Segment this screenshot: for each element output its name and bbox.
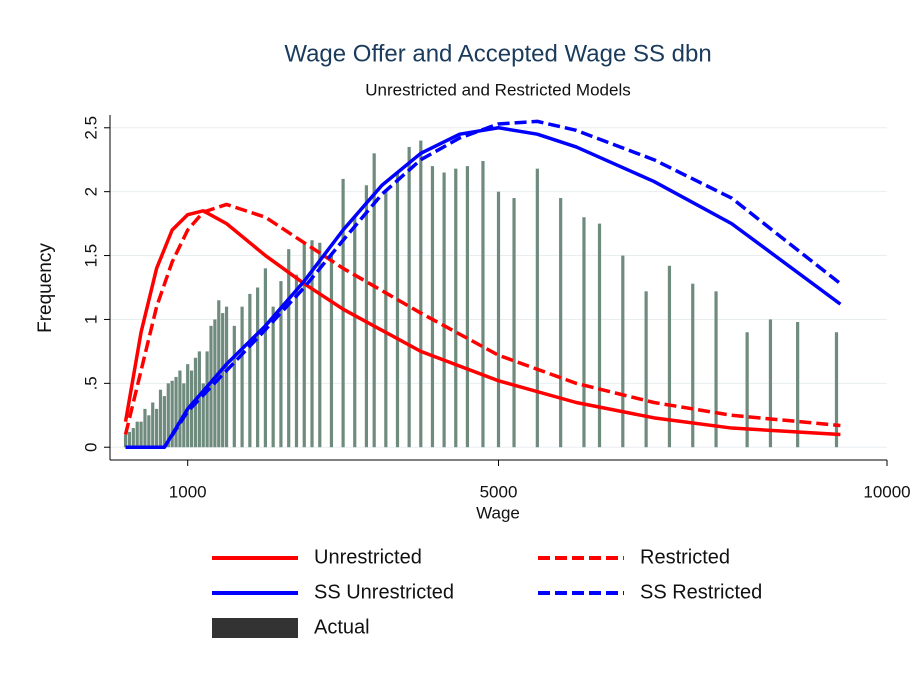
bar <box>232 325 236 448</box>
bar <box>302 242 306 448</box>
x-tick-label: 5000 <box>480 482 518 501</box>
bar <box>147 415 151 448</box>
bar <box>353 217 357 448</box>
bar <box>644 291 648 448</box>
bar <box>279 281 283 448</box>
bar <box>329 255 334 448</box>
bar <box>294 274 299 448</box>
line-series <box>125 126 842 449</box>
bar <box>205 351 209 448</box>
bar <box>582 217 586 448</box>
bar <box>158 389 163 448</box>
bar <box>162 396 166 448</box>
bar <box>155 408 159 448</box>
bar <box>310 240 314 448</box>
bar <box>341 178 345 448</box>
bar <box>768 319 773 448</box>
y-tick-label: 0 <box>81 442 100 451</box>
bar <box>691 283 695 448</box>
legend-swatch <box>212 618 298 638</box>
bar <box>395 172 400 448</box>
legend-label: Restricted <box>640 546 730 568</box>
bar <box>407 146 411 448</box>
y-tick-label: 2 <box>81 187 100 196</box>
bar <box>318 242 322 448</box>
x-tick-label: 1000 <box>169 482 207 501</box>
y-tick-label: 1 <box>81 315 100 324</box>
bar <box>667 265 672 448</box>
y-tick-label: 1.5 <box>81 244 100 268</box>
chart-subtitle: Unrestricted and Restricted Models <box>365 80 631 99</box>
bar <box>430 166 435 448</box>
bar <box>131 428 135 448</box>
bar <box>263 268 267 448</box>
bar <box>151 402 155 448</box>
y-tick-label: 2.5 <box>81 116 100 140</box>
y-axis-label: Frequency <box>35 243 56 333</box>
bar <box>496 191 501 448</box>
legend-label: Actual <box>314 616 370 638</box>
chart-title: Wage Offer and Accepted Wage SS dbn <box>284 40 711 67</box>
bar <box>174 376 178 448</box>
bar <box>166 383 170 448</box>
bar <box>143 408 147 448</box>
bar <box>559 198 563 448</box>
bar <box>481 161 485 448</box>
bar <box>123 434 128 448</box>
y-tick-label: .5 <box>81 376 100 390</box>
x-axis-label: Wage <box>476 503 520 522</box>
legend-label: Unrestricted <box>314 546 422 568</box>
bar <box>372 153 376 448</box>
line-series <box>123 202 841 435</box>
line-series <box>123 209 841 437</box>
bar <box>197 351 201 448</box>
bar <box>201 383 205 448</box>
bar <box>621 255 625 448</box>
bar <box>209 325 213 448</box>
bar <box>135 421 139 448</box>
bar <box>834 332 839 448</box>
bar <box>248 293 252 448</box>
bar <box>597 223 602 448</box>
bar <box>186 364 190 448</box>
bar <box>714 291 718 448</box>
legend-label: SS Restricted <box>640 581 762 603</box>
bar <box>256 287 260 448</box>
bar <box>419 140 423 448</box>
bar <box>512 198 516 448</box>
bar <box>465 166 470 448</box>
bar <box>442 172 446 448</box>
x-tick-label: 10000 <box>863 482 910 501</box>
bar <box>178 370 182 448</box>
bar <box>796 322 800 448</box>
bar <box>271 306 275 448</box>
bar <box>535 168 539 448</box>
line-series <box>125 119 842 449</box>
bar <box>224 306 229 448</box>
bar <box>221 313 225 448</box>
bar <box>170 380 174 448</box>
bar <box>745 332 749 448</box>
bar <box>287 249 291 448</box>
bar <box>384 191 388 448</box>
bar <box>240 306 244 448</box>
bar <box>364 185 369 448</box>
legend-label: SS Unrestricted <box>314 581 454 603</box>
bar <box>454 168 458 448</box>
bar <box>127 431 132 448</box>
bar <box>139 421 143 448</box>
